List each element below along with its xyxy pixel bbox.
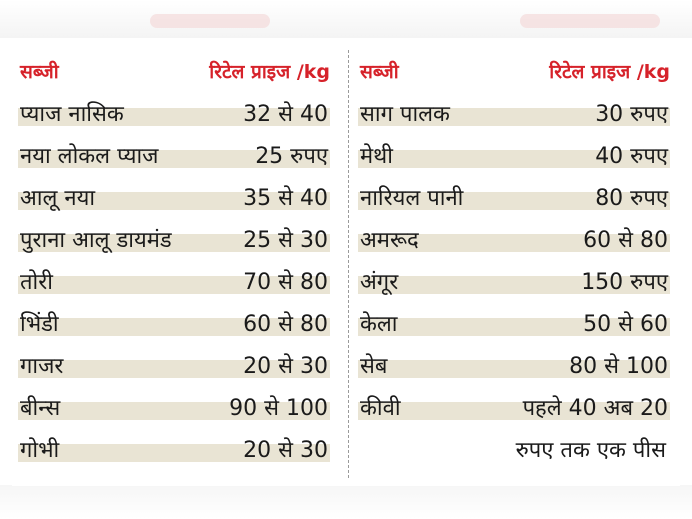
header-price-label: रिटेल प्राइज /kg — [209, 61, 330, 83]
table-row: पुराना आलू डायमंड 25 से 30 — [18, 220, 330, 262]
top-strip — [0, 0, 692, 38]
table-row: अमरूद 60 से 80 — [358, 220, 670, 262]
row-highlight-band — [358, 234, 670, 252]
retail-price: 20 से 30 — [243, 354, 328, 379]
table-row: तोरी 70 से 80 — [18, 262, 330, 304]
retail-price: 60 से 80 — [583, 228, 668, 253]
retail-price: 70 से 80 — [243, 270, 328, 295]
table-row: अंगूर 150 रुपए — [358, 262, 670, 304]
row-highlight-band — [358, 150, 670, 168]
table-row: नया लोकल प्याज 25 रुपए — [18, 136, 330, 178]
row-highlight-band — [18, 108, 330, 126]
retail-price: 80 से 100 — [569, 354, 668, 379]
retail-price: 50 से 60 — [583, 312, 668, 337]
retail-price: 60 से 80 — [243, 312, 328, 337]
left-column: सब्जी रिटेल प्राइज /kg प्याज नासिक 32 से … — [18, 52, 330, 472]
row-highlight-band — [358, 318, 670, 336]
retail-price: 30 रुपए — [595, 102, 668, 127]
table-row: कीवी पहले 40 अब 20 — [358, 388, 670, 430]
vegetable-name: गोभी — [20, 438, 60, 463]
table-row: प्याज नासिक 32 से 40 — [18, 94, 330, 136]
retail-price: 80 रुपए — [595, 186, 668, 211]
vegetable-name: भिंडी — [20, 312, 59, 337]
header-item-label: सब्जी — [20, 61, 59, 83]
vegetable-name: नया लोकल प्याज — [20, 144, 159, 169]
retail-price: 25 रुपए — [255, 144, 328, 169]
right-rows: साग पालक 30 रुपए मेथी 40 रुपए नारियल पानी 80 … — [358, 94, 670, 430]
table-row: सेब 80 से 100 — [358, 346, 670, 388]
left-rows: प्याज नासिक 32 से 40 नया लोकल प्याज 25 रुपए… — [18, 94, 330, 472]
retail-price: पहले 40 अब 20 — [522, 396, 668, 421]
right-column: सब्जी रिटेल प्राइज /kg साग पालक 30 रुपए मे… — [358, 52, 670, 463]
row-highlight-band — [18, 276, 330, 294]
kiwi-price-note: रुपए तक एक पीस — [515, 438, 666, 463]
row-highlight-band — [358, 402, 670, 420]
row-highlight-band — [18, 444, 330, 462]
retail-price: 25 से 30 — [243, 228, 328, 253]
vegetable-name: साग पालक — [360, 102, 450, 127]
vegetable-name: कीवी — [360, 396, 401, 421]
vegetable-name: नारियल पानी — [360, 186, 464, 211]
vegetable-name: पुराना आलू डायमंड — [20, 228, 172, 253]
row-highlight-band — [18, 234, 330, 252]
row-highlight-band — [358, 192, 670, 210]
row-highlight-band — [18, 402, 330, 420]
table-row: साग पालक 30 रुपए — [358, 94, 670, 136]
vegetable-name: गाजर — [20, 354, 64, 379]
vegetable-name: आलू नया — [20, 186, 96, 211]
row-highlight-band — [358, 108, 670, 126]
header-price-label: रिटेल प्राइज /kg — [549, 61, 670, 83]
vegetable-name: केला — [360, 312, 398, 337]
vegetable-name: अंगूर — [360, 270, 399, 295]
vegetable-name: अमरूद — [360, 228, 419, 253]
row-highlight-band — [358, 276, 670, 294]
table-row: गोभी 20 से 30 — [18, 430, 330, 472]
bottom-strip — [0, 485, 692, 519]
retail-price: 40 रुपए — [595, 144, 668, 169]
table-row: मेथी 40 रुपए — [358, 136, 670, 178]
vegetable-name: प्याज नासिक — [20, 102, 124, 127]
vegetable-name: मेथी — [360, 144, 393, 169]
retail-price: 32 से 40 — [243, 102, 328, 127]
table-row: बीन्स 90 से 100 — [18, 388, 330, 430]
vegetable-name: तोरी — [20, 270, 53, 295]
row-highlight-band — [358, 360, 670, 378]
retail-price: 20 से 30 — [243, 438, 328, 463]
row-highlight-band — [18, 318, 330, 336]
row-highlight-band — [18, 192, 330, 210]
row-highlight-band — [18, 360, 330, 378]
retail-price: 35 से 40 — [243, 186, 328, 211]
table-row: केला 50 से 60 — [358, 304, 670, 346]
blurred-text-left — [150, 14, 270, 28]
header-item-label: सब्जी — [360, 61, 399, 83]
blurred-text-right — [520, 14, 660, 28]
left-header: सब्जी रिटेल प्राइज /kg — [18, 52, 330, 94]
retail-price: 90 से 100 — [229, 396, 328, 421]
right-header: सब्जी रिटेल प्राइज /kg — [358, 52, 670, 94]
table-row: आलू नया 35 से 40 — [18, 178, 330, 220]
row-highlight-band — [18, 150, 330, 168]
table-row: नारियल पानी 80 रुपए — [358, 178, 670, 220]
column-divider — [348, 50, 349, 478]
table-row: भिंडी 60 से 80 — [18, 304, 330, 346]
retail-price: 150 रुपए — [581, 270, 668, 295]
vegetable-name: सेब — [360, 354, 388, 379]
vegetable-name: बीन्स — [20, 396, 61, 421]
table-row: गाजर 20 से 30 — [18, 346, 330, 388]
